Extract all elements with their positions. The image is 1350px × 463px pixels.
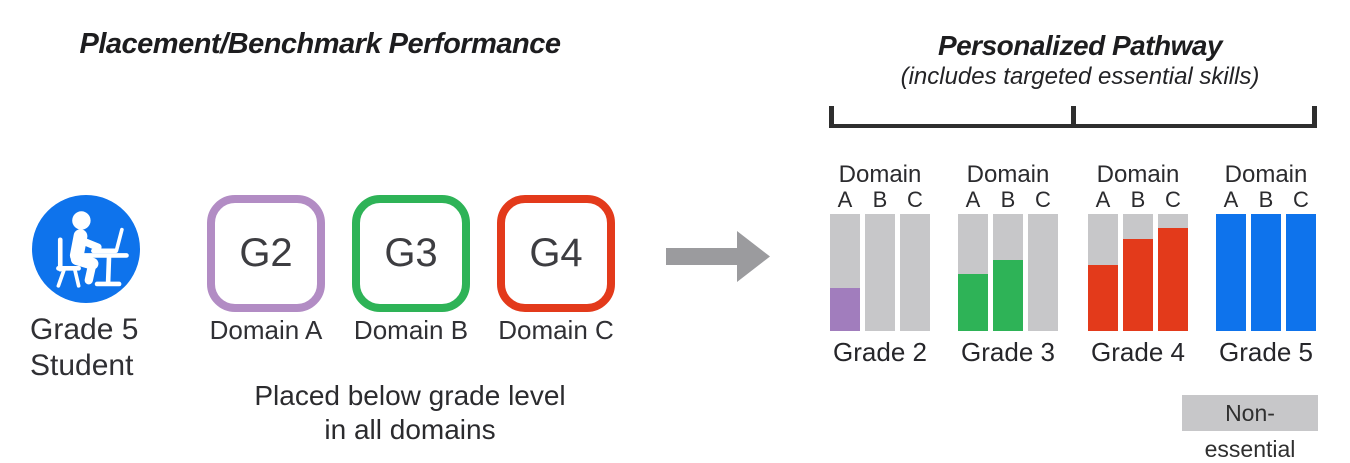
pathway-domain-header: Domain [966,161,1050,188]
pathway-column-letter: C [907,187,923,212]
pathway-domain-header: Domain [1096,161,1180,188]
pathway-column-letter: B [1130,187,1146,212]
pathway-column-letter: A [965,187,981,212]
pathway-column-letter: A [1095,187,1111,212]
pathway-bars [1216,214,1316,331]
pathway-group-grade-2: Domain A B C Grade 2 [830,163,930,368]
bracket-tick-right [1312,106,1317,128]
pathway-bar [993,214,1023,331]
placement-box-grade-label: G3 [384,231,438,275]
pathway-column-letter: C [1165,187,1181,212]
placement-caption-line2: in all domains [324,414,496,445]
pathway-bars [830,214,930,331]
placement-box-g4: G4 [497,195,615,312]
student-at-laptop-icon [40,203,132,295]
pathway-bar-fill [1216,214,1246,331]
placement-box-grade-label: G2 [239,231,293,275]
pathway-group-grade-4: Domain A B C Grade 4 [1088,163,1188,368]
bracket-tick-left [829,106,834,128]
flow-arrow-icon [666,230,771,288]
pathway-bar [865,214,895,331]
pathway-grade-label: Grade 2 [833,337,927,367]
placement-box-domain-label: Domain B [353,315,469,345]
pathway-bar [1286,214,1316,331]
pathway-group-grade-5: Domain A B C Grade 5 [1216,163,1316,368]
pathway-group-grade-3: Domain A B C Grade 3 [958,163,1058,368]
pathway-bar-fill [1088,265,1118,331]
pathway-bar [958,214,988,331]
pathway-column-letter: B [1258,187,1274,212]
pathway-bar [1028,214,1058,331]
pathway-domain-header: Domain [1224,161,1308,188]
placement-box-domain-label: Domain C [498,315,614,345]
pathway-bar [1123,214,1153,331]
pathway-bar [1216,214,1246,331]
pathway-column-letter: A [837,187,853,212]
pathway-bars [958,214,1058,331]
student-avatar [32,195,140,303]
right-section-title: Personalized Pathway [937,30,1223,61]
pathway-column-letter: A [1223,187,1239,212]
placement-caption: Placed below grade level in all domains [200,379,620,447]
non-essential-legend-badge: Non-essential [1182,395,1318,462]
pathway-column-letter: B [1000,187,1016,212]
bracket-tick-middle [1071,106,1076,128]
left-section-title: Placement/Benchmark Performance [79,28,561,60]
pathway-bar [1088,214,1118,331]
student-label-line2: Student [30,349,134,382]
pathway-bar-fill [1123,238,1153,331]
pathway-bar-fill [1158,228,1188,331]
pathway-grade-label: Grade 5 [1219,337,1313,367]
pathway-bar-fill [958,273,988,331]
right-section-subtitle: (includes targeted essential skills) [900,63,1260,90]
pathway-bar-fill [830,287,860,331]
pathway-bar-fill [1286,214,1316,331]
pathway-column-letter: B [872,187,888,212]
placement-caption-line1: Placed below grade level [254,380,566,411]
pathway-bars [1088,214,1188,331]
placement-box-g3: G3 [352,195,470,312]
pathway-column-letter: C [1293,187,1309,212]
pathway-bar-fill [993,259,1023,331]
placement-box-grade-label: G4 [529,231,583,275]
pathway-bar [1158,214,1188,331]
placement-box-domain-label: Domain A [209,315,323,345]
pathway-column-letter: C [1035,187,1051,212]
pathway-bar [1251,214,1281,331]
pathway-grade-label: Grade 4 [1091,337,1185,367]
pathway-bar [830,214,860,331]
student-label: Grade 5 Student [30,312,138,384]
pathway-bar [900,214,930,331]
student-label-line1: Grade 5 [30,313,139,346]
pathway-domain-header: Domain [838,161,922,188]
placement-box-g2: G2 [207,195,325,312]
pathway-bar-fill [1251,214,1281,331]
pathway-grade-label: Grade 3 [961,337,1055,367]
